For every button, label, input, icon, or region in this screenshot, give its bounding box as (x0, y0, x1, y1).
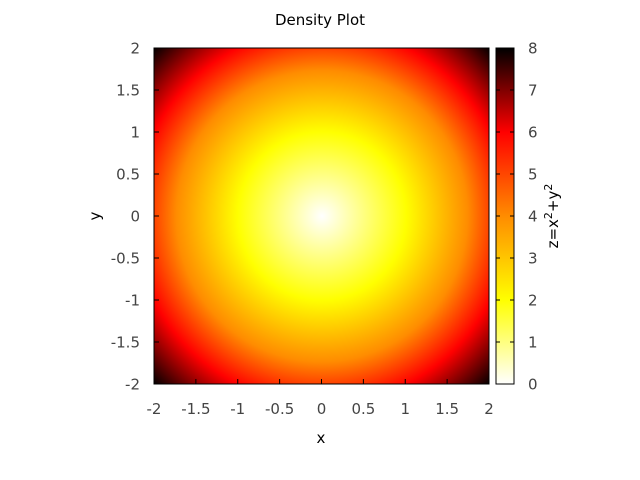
colorbar-label-mid: +y (544, 190, 562, 212)
colorbar-label-exponent-2: 2 (542, 184, 555, 191)
y-tick-label: -1 (125, 291, 140, 309)
x-tick-label: -1.5 (181, 400, 210, 418)
colorbar-tick-label: 8 (528, 39, 538, 57)
y-axis-ticks: -2 -1.5 -1 -0.5 0 0.5 1 1.5 2 (111, 39, 159, 393)
colorbar-label-exponent-1: 2 (542, 212, 555, 219)
y-tick-label: -2 (125, 375, 140, 393)
colorbar-label-base: z=x (544, 219, 562, 248)
y-axis-label: y (86, 211, 104, 220)
colorbar-tick-label: 4 (528, 207, 538, 225)
y-tick-label: 1 (130, 123, 140, 141)
colorbar-tick-label: 3 (528, 249, 538, 267)
colorbar-tick-label: 0 (528, 375, 538, 393)
y-tick-label: 1.5 (116, 81, 140, 99)
x-axis-ticks: -2 -1.5 -1 -0.5 0 0.5 1 1.5 2 (147, 379, 494, 418)
y-tick-label: 2 (130, 39, 140, 57)
plot-area (153, 47, 490, 385)
y-tick-label: -1.5 (111, 333, 140, 351)
x-tick-label: 1.5 (435, 400, 459, 418)
colorbar-tick-label: 2 (528, 291, 538, 309)
x-tick-label: -1 (230, 400, 245, 418)
chart-title: Density Plot (275, 11, 365, 29)
x-tick-label: 1 (400, 400, 410, 418)
x-tick-label: 0 (317, 400, 327, 418)
colorbar-tick-label: 5 (528, 165, 538, 183)
colorbar-tick-label: 1 (528, 333, 538, 351)
density-heatmap (154, 48, 489, 384)
colorbar-ticks: 0 1 2 3 4 5 6 7 8 (496, 39, 538, 393)
colorbar-label: z=x2+y2 (542, 184, 563, 249)
y-tick-label: 0 (130, 207, 140, 225)
x-axis-label: x (317, 429, 326, 447)
x-tick-label: -0.5 (265, 400, 294, 418)
x-tick-label: 0.5 (351, 400, 375, 418)
x-tick-label: 2 (484, 400, 494, 418)
y-tick-label: 0.5 (116, 165, 140, 183)
colorbar-tick-label: 6 (528, 123, 538, 141)
y-tick-label: -0.5 (111, 249, 140, 267)
x-tick-label: -2 (147, 400, 162, 418)
colorbar-tick-label: 7 (528, 81, 538, 99)
